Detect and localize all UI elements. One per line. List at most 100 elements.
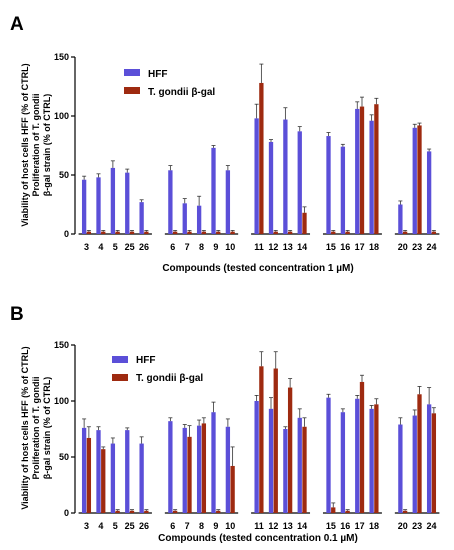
- panel-a-x-tick-label: 20: [398, 242, 408, 252]
- panel-a-plot: 0 50 100 150 3 4 5 25 26 6 7 8 9 10 11 12 13 14 15 16 17 18 20…: [54, 52, 440, 252]
- panel-a-bar-tgondii: [187, 231, 192, 234]
- panel-a-legend: HFF T. gondii β-gal: [124, 69, 215, 98]
- panel-b-bar-hff: [196, 425, 202, 513]
- panel-b-bar-tgondii: [273, 368, 278, 513]
- panel-a-y-tick-label: 0: [64, 229, 69, 239]
- panel-b-y-tick-label: 150: [54, 340, 69, 350]
- panel-b-bar-hff: [268, 408, 274, 513]
- panel-a-bar-tgondii: [201, 231, 207, 234]
- panel-b-x-tick-label: 13: [283, 521, 293, 531]
- panel-a-bar-hff: [168, 170, 173, 234]
- panel-b-bar-tgondii: [417, 394, 422, 513]
- panel-b-bar-hff: [139, 443, 144, 513]
- panel-b-y-tick-label: 50: [59, 452, 69, 462]
- panel-a-y-tick-label: 50: [59, 170, 69, 180]
- panel-a-bar-tgondii: [115, 231, 120, 234]
- panel-b-bar-tgondii: [172, 510, 178, 513]
- panel-a-bar-tgondii: [172, 231, 178, 234]
- panel-b-legend-swatch-hff: [112, 356, 128, 363]
- panel-b-bar-tgondii: [201, 423, 207, 513]
- panel-b-x-tick-label: 24: [426, 521, 436, 531]
- panel-b-bar-tgondii: [230, 465, 235, 513]
- panel-b-bar-tgondii: [101, 449, 106, 513]
- panel-a-bar-tgondii: [129, 231, 135, 234]
- panel-b-bar-hff: [340, 412, 346, 513]
- panel-b-x-tick-label: 18: [369, 521, 379, 531]
- panel-b-bar-tgondii: [331, 507, 336, 513]
- panel-a-x-tick-label: 26: [139, 242, 149, 252]
- panel-a-x-tick-label: 14: [297, 242, 307, 252]
- panel-b-legend-label-hff: HFF: [136, 355, 155, 366]
- panel-b-x-tick-label: 8: [199, 521, 204, 531]
- panel-a-legend-label-hff: HFF: [148, 69, 167, 80]
- panel-b-x-tick-label: 4: [98, 521, 103, 531]
- panel-b-bar-hff: [182, 427, 187, 513]
- panel-b-y-tick-label: 100: [54, 396, 69, 406]
- panel-a-x-tick-label: 3: [84, 242, 89, 252]
- panel-b-bar-hff: [211, 412, 216, 513]
- panel-b-ylabel-line-3: β-gal strain (% of CTRL): [42, 377, 52, 480]
- panel-a-bar-tgondii: [359, 106, 365, 234]
- panel-a-x-tick-label: 15: [326, 242, 336, 252]
- panel-b-bar-hff: [326, 397, 331, 513]
- panel-a-bar-hff: [125, 172, 130, 234]
- panel-b-x-tick-label: 3: [84, 521, 89, 531]
- panel-b-bar-hff: [125, 430, 130, 513]
- panel-b-x-tick-label: 14: [297, 521, 307, 531]
- panel-a-bar-hff: [139, 202, 144, 234]
- panel-a-bar-hff: [340, 146, 346, 234]
- panel-a-bar-hff: [196, 205, 202, 234]
- panel-a-bar-hff: [182, 203, 187, 234]
- panel-b-x-tick-label: 7: [185, 521, 190, 531]
- panel-b-bar-hff: [225, 426, 231, 513]
- panel-a-legend-label-tgondii: T. gondii β-gal: [148, 87, 215, 98]
- panel-a-bar-tgondii: [302, 212, 307, 234]
- panel-a-x-tick-label: 11: [254, 242, 264, 252]
- panel-a-x-tick-label: 7: [185, 242, 190, 252]
- panel-a-bar-tgondii: [273, 231, 278, 234]
- panel-a-ylabel: Viability of host cells HFF (% of CTRL) …: [20, 63, 52, 226]
- panel-a-bar-hff: [355, 108, 360, 234]
- panel-b-bar-tgondii: [216, 510, 221, 513]
- panel-b-legend-swatch-tgondii: [112, 374, 128, 381]
- panel-a-bar-hff: [283, 119, 288, 234]
- panel-a-x-tick-label: 9: [213, 242, 218, 252]
- panel-b-letter: B: [10, 304, 24, 325]
- panel-a-x-tick-label: 10: [225, 242, 235, 252]
- panel-b-ylabel: Viability of host cells HFF (% of CTRL) …: [20, 346, 52, 509]
- panel-b-legend-label-tgondii: T. gondii β-gal: [136, 373, 203, 384]
- panel-a-bar-hff: [225, 170, 231, 234]
- panel-b-legend: HFF T. gondii β-gal: [112, 355, 203, 384]
- panel-b-plot: 0 50 100 150 3 4 5 25 26 6 7 8 9 10 11 12 13 14 15 16 17 18 20…: [54, 340, 440, 531]
- panel-a-bar-tgondii: [402, 231, 408, 234]
- panel-b-bar-tgondii: [86, 437, 92, 513]
- panel-a-x-tick-label: 8: [199, 242, 204, 252]
- panel-a-bar-tgondii: [417, 125, 422, 234]
- panel-a-x-tick-label: 25: [125, 242, 135, 252]
- panel-b-x-tick-label: 23: [412, 521, 422, 531]
- panel-b-bar-tgondii: [374, 404, 379, 513]
- panel-a-bar-tgondii: [331, 231, 336, 234]
- panel-b-bar-hff: [168, 421, 173, 513]
- panel-a-ylabel-line-2: Proliferation of T. gondii: [31, 94, 41, 197]
- panel-a-bar-hff: [110, 167, 116, 234]
- panel-b-x-tick-label: 10: [225, 521, 235, 531]
- panel-a-bar-tgondii: [431, 231, 437, 234]
- panel-a-bar-tgondii: [374, 104, 379, 234]
- panel-b-bar-tgondii: [287, 387, 293, 513]
- panel-a-x-tick-label: 12: [268, 242, 278, 252]
- panel-a-legend-swatch-tgondii: [124, 87, 140, 94]
- panel-b-bar-hff: [254, 401, 259, 513]
- panel-a-y-tick-label: 100: [54, 111, 69, 121]
- panel-b-bar-tgondii: [144, 510, 149, 513]
- panel-a-bar-tgondii: [101, 231, 106, 234]
- panel-b: B Viability of host cells HFF (% of CTRL…: [10, 304, 440, 544]
- panel-a-ylabel-line-3: β-gal strain (% of CTRL): [42, 94, 52, 197]
- panel-a-bar-tgondii: [216, 231, 221, 234]
- panel-b-ylabel-line-1: Viability of host cells HFF (% of CTRL): [20, 346, 30, 509]
- panel-a-x-tick-label: 4: [98, 242, 103, 252]
- panel-a-ylabel-line-1: Viability of host cells HFF (% of CTRL): [20, 63, 30, 226]
- panel-a-bar-hff: [426, 151, 432, 234]
- panel-a-x-tick-label: 5: [113, 242, 118, 252]
